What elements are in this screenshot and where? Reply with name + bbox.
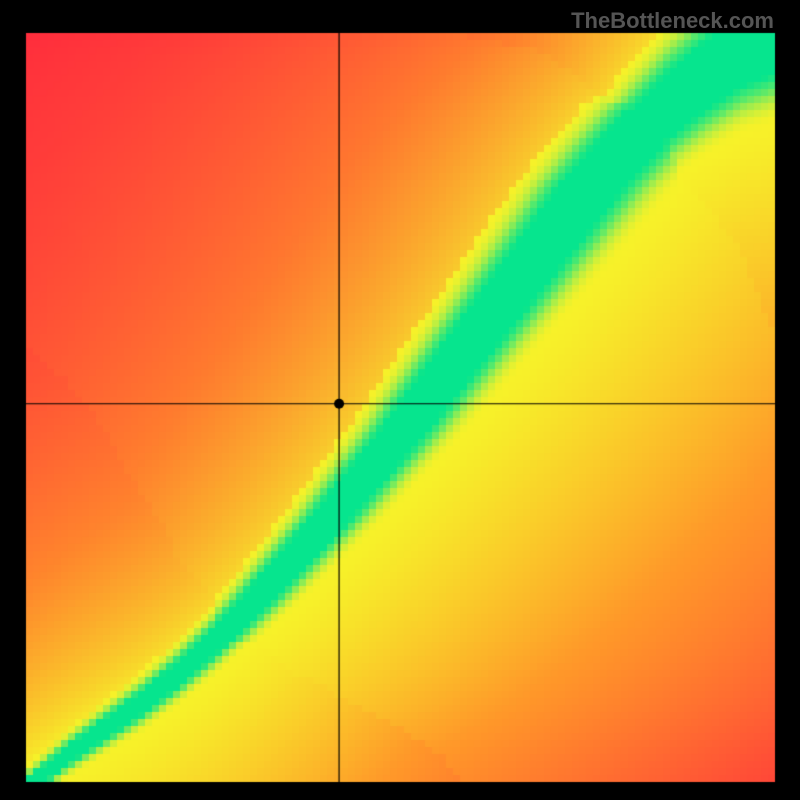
watermark-text: TheBottleneck.com xyxy=(571,8,774,34)
chart-container: TheBottleneck.com xyxy=(0,0,800,800)
bottleneck-heatmap xyxy=(0,0,800,800)
